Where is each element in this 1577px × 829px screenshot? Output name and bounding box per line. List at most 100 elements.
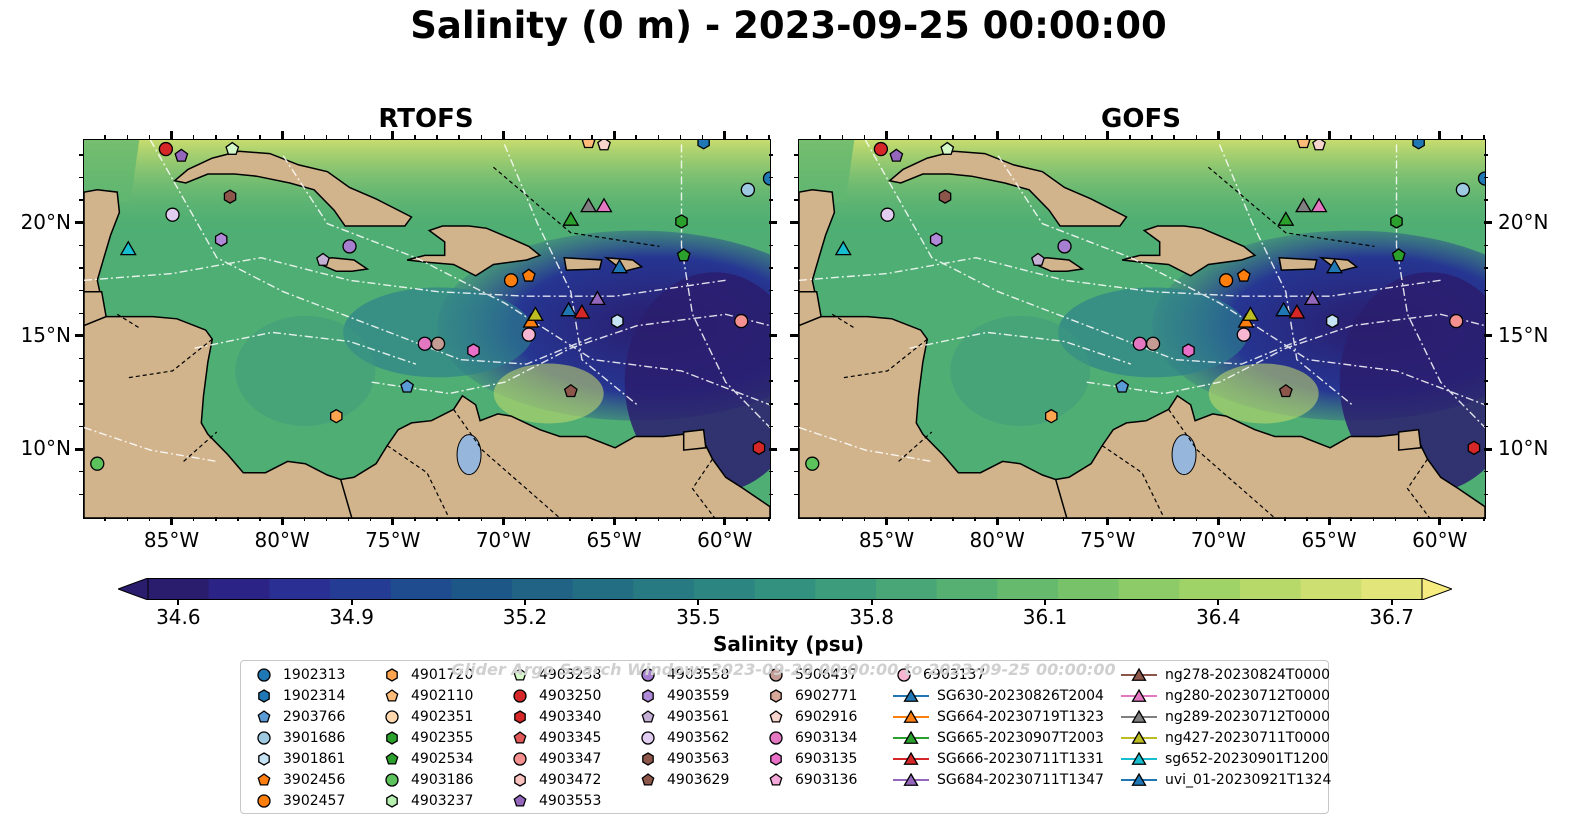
marker-3901686 [1455,182,1471,197]
colorbar-tick [1044,600,1046,605]
tick-mark [1284,517,1286,521]
pentagon-marker-icon [513,668,527,681]
tick-mark [794,176,798,179]
legend-item: 4903563 [637,749,729,769]
tick-mark [794,267,798,269]
legend-label: 4903237 [411,793,474,809]
tick-mark [237,517,239,521]
marker-4902110 [1296,140,1311,149]
circle-marker-icon [641,668,655,682]
triangle-marker-icon [893,688,929,702]
map-panel-gofs[interactable] [798,139,1486,519]
legend-item: 4903553 [509,791,601,811]
legend-label: 4903563 [667,751,730,767]
marker-4902355 [1390,214,1403,229]
marker-4903562 [165,207,180,222]
tick-mark [1062,517,1065,521]
legend-item: 4902355 [381,728,473,748]
pentagon-marker-icon [513,794,527,807]
tick-mark [1461,517,1463,521]
tick-mark [819,135,821,139]
legend-item: 3901686 [253,728,345,748]
tick-mark [79,267,83,269]
tick-mark [79,312,83,315]
legend-item: 3902456 [253,770,345,790]
marker-6903135 [467,343,480,358]
legend-item: 4903340 [509,707,601,727]
triangle-marker-icon [1121,709,1157,723]
marker-4903563 [223,189,237,204]
tick-mark [1484,403,1488,405]
tick-mark [1484,267,1488,269]
triangle-marker-icon [903,730,919,744]
legend-item: 4903629 [637,770,729,790]
tick-mark [769,425,773,428]
marker-4903558 [342,239,357,254]
tick-mark [1239,517,1242,521]
tick-mark [524,517,527,521]
tick-mark [769,403,773,405]
marker-ng289 [580,197,598,213]
legend-label: 4903186 [411,772,474,788]
triangle-marker-icon [1131,688,1147,702]
tick-mark [768,135,770,139]
marker-3901686 [740,182,756,197]
tick-mark [126,135,128,139]
marker-4902110 [581,140,596,149]
tick-mark [794,493,798,496]
tick-mark [1484,493,1488,496]
triangle-marker-icon [1121,772,1157,786]
tick-mark [885,517,889,525]
tick-mark [79,244,83,247]
marker-4902534 [676,248,691,262]
tick-mark [746,517,748,521]
marker-4903340 [1467,440,1481,456]
tick-mark [974,517,976,521]
tick-mark [952,517,954,521]
hexagon-marker-icon [386,668,398,682]
marker-4902534 [1391,248,1406,262]
tick-label: 10°N [1498,436,1549,461]
legend-item: 4903562 [637,728,729,748]
tick-mark [995,131,999,139]
tick-mark [679,135,682,139]
tick-mark [723,517,727,525]
legend-label: ng427-20230711T0000 [1165,730,1330,746]
tick-mark [1239,135,1242,139]
pentagon-marker-icon [641,773,655,786]
colorbar-tick [350,600,353,605]
tick-mark [769,380,773,382]
tick-mark [930,135,932,139]
legend-label: 4903347 [539,751,602,767]
map-panel-rtofs[interactable] [83,139,771,519]
legend-label: 4901720 [411,667,474,683]
tick-mark [1151,517,1153,521]
circle-marker-icon [769,731,783,745]
colorbar-tick-label: 36.4 [1196,605,1241,629]
pentagon-marker-icon [257,710,271,723]
marker-5906437 [430,336,446,351]
tick-mark [723,131,727,139]
legend-label: 4903559 [667,688,730,704]
pentagon-marker-icon [513,731,527,744]
tick-mark [436,135,438,139]
pentagon-marker-icon [641,710,655,723]
legend-label: 4903345 [539,730,602,746]
tick-mark [679,517,682,521]
tick-mark [1040,135,1043,139]
tick-label: 20°N [20,209,71,234]
marker-4902355 [675,214,688,229]
marker-SG665 [562,211,580,226]
marker-4903558 [1057,239,1072,254]
pentagon-marker-icon [385,689,399,702]
legend-item: 1902314 [253,686,345,706]
legend-label: ng289-20230712T0000 [1165,709,1330,725]
legend-item: ng278-20230824T0000 [1121,665,1330,685]
tick-mark [769,199,773,201]
tick-mark [325,517,328,521]
marker-2903766 [400,379,415,393]
tick-mark [391,517,395,525]
marker-uvi_01 [1326,258,1344,274]
legend-item: 4903345 [509,728,601,748]
tick-mark [769,176,773,179]
